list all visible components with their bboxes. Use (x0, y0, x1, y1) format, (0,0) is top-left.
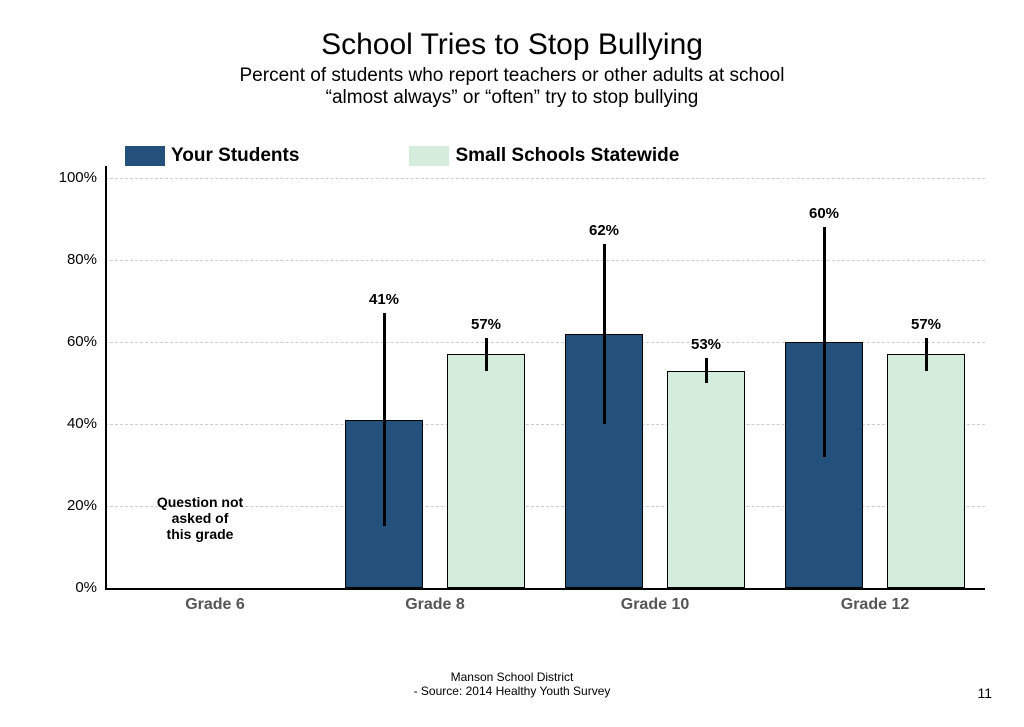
y-tick-label: 0% (47, 579, 97, 596)
y-tick-label: 20% (47, 497, 97, 514)
legend-label-statewide: Small Schools Statewide (455, 145, 679, 167)
y-tick-label: 100% (47, 169, 97, 186)
bar (887, 354, 965, 588)
x-tick-label: Grade 8 (325, 596, 545, 614)
x-tick-label: Grade 12 (765, 596, 985, 614)
error-bar (603, 244, 606, 424)
value-label: 53% (667, 336, 745, 353)
legend-swatch-your-students (125, 146, 165, 166)
x-tick-label: Grade 10 (545, 596, 765, 614)
y-tick-label: 40% (47, 415, 97, 432)
legend-label-your-students: Your Students (171, 145, 299, 167)
y-tick-label: 80% (47, 251, 97, 268)
y-axis (105, 166, 107, 588)
footer-line-2: - Source: 2014 Healthy Youth Survey (0, 684, 1024, 698)
bar (447, 354, 525, 588)
subtitle-line-2: “almost always” or “often” try to stop b… (0, 87, 1024, 109)
value-label: 62% (565, 222, 643, 239)
subtitle-line-1: Percent of students who report teachers … (0, 65, 1024, 87)
x-tick-label: Grade 6 (105, 596, 325, 614)
chart-title: School Tries to Stop Bullying (0, 28, 1024, 62)
chart-plot-area: 0%20%40%60%80%100%Grade 6Question notask… (105, 178, 985, 588)
value-label: 57% (447, 316, 525, 333)
page: { "title": { "text": "School Tries to St… (0, 0, 1024, 727)
error-bar (485, 338, 488, 371)
gridline (105, 260, 985, 261)
error-bar (705, 358, 708, 383)
error-bar (925, 338, 928, 371)
value-label: 41% (345, 291, 423, 308)
value-label: 57% (887, 316, 965, 333)
group-note: Question notasked ofthis grade (125, 494, 275, 542)
y-tick-label: 60% (47, 333, 97, 350)
page-number: 11 (977, 685, 992, 701)
chart-subtitle: Percent of students who report teachers … (0, 65, 1024, 109)
legend: Your Students Small Schools Statewide (125, 145, 679, 167)
bar (667, 371, 745, 588)
value-label: 60% (785, 205, 863, 222)
error-bar (823, 227, 826, 457)
footer: Manson School District - Source: 2014 He… (0, 670, 1024, 698)
error-bar (383, 313, 386, 526)
gridline (105, 178, 985, 179)
legend-swatch-statewide (409, 146, 449, 166)
x-axis (105, 588, 985, 590)
footer-line-1: Manson School District (0, 670, 1024, 684)
